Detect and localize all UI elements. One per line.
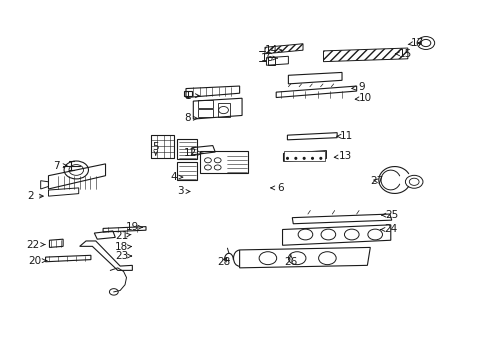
Text: 26: 26 bbox=[284, 255, 297, 267]
Text: 16: 16 bbox=[261, 53, 277, 63]
Text: 9: 9 bbox=[351, 82, 364, 93]
Text: 23: 23 bbox=[115, 251, 131, 261]
Bar bbox=[199, 151, 248, 173]
Text: 13: 13 bbox=[334, 151, 351, 161]
Bar bbox=[177, 162, 196, 180]
Text: 27: 27 bbox=[370, 176, 383, 186]
Text: 28: 28 bbox=[217, 257, 230, 267]
Bar bbox=[217, 103, 229, 117]
Text: 25: 25 bbox=[381, 210, 398, 220]
Text: 12: 12 bbox=[184, 148, 203, 158]
Polygon shape bbox=[416, 41, 420, 44]
Text: 21: 21 bbox=[115, 231, 131, 240]
Bar bbox=[151, 135, 174, 158]
Text: 5: 5 bbox=[152, 142, 159, 155]
Text: 7: 7 bbox=[53, 161, 67, 171]
Bar bbox=[198, 109, 212, 117]
Text: 19: 19 bbox=[125, 222, 142, 232]
Bar bbox=[267, 57, 275, 64]
Text: 24: 24 bbox=[380, 225, 397, 234]
Text: 18: 18 bbox=[115, 242, 131, 252]
Text: 10: 10 bbox=[354, 93, 371, 103]
Text: 8: 8 bbox=[184, 113, 197, 123]
Bar bbox=[177, 139, 196, 159]
Text: 3: 3 bbox=[177, 186, 189, 197]
Bar bbox=[284, 151, 325, 161]
Text: 4: 4 bbox=[170, 172, 183, 182]
Text: 11: 11 bbox=[336, 131, 353, 141]
Text: 15: 15 bbox=[395, 49, 411, 59]
Text: 17: 17 bbox=[407, 38, 424, 48]
Text: 14: 14 bbox=[264, 45, 281, 55]
Text: 6: 6 bbox=[270, 183, 284, 193]
Text: 20: 20 bbox=[28, 256, 47, 266]
Text: 22: 22 bbox=[26, 239, 45, 249]
Text: 1: 1 bbox=[185, 91, 199, 101]
Bar bbox=[198, 100, 212, 108]
Text: 2: 2 bbox=[27, 191, 43, 201]
